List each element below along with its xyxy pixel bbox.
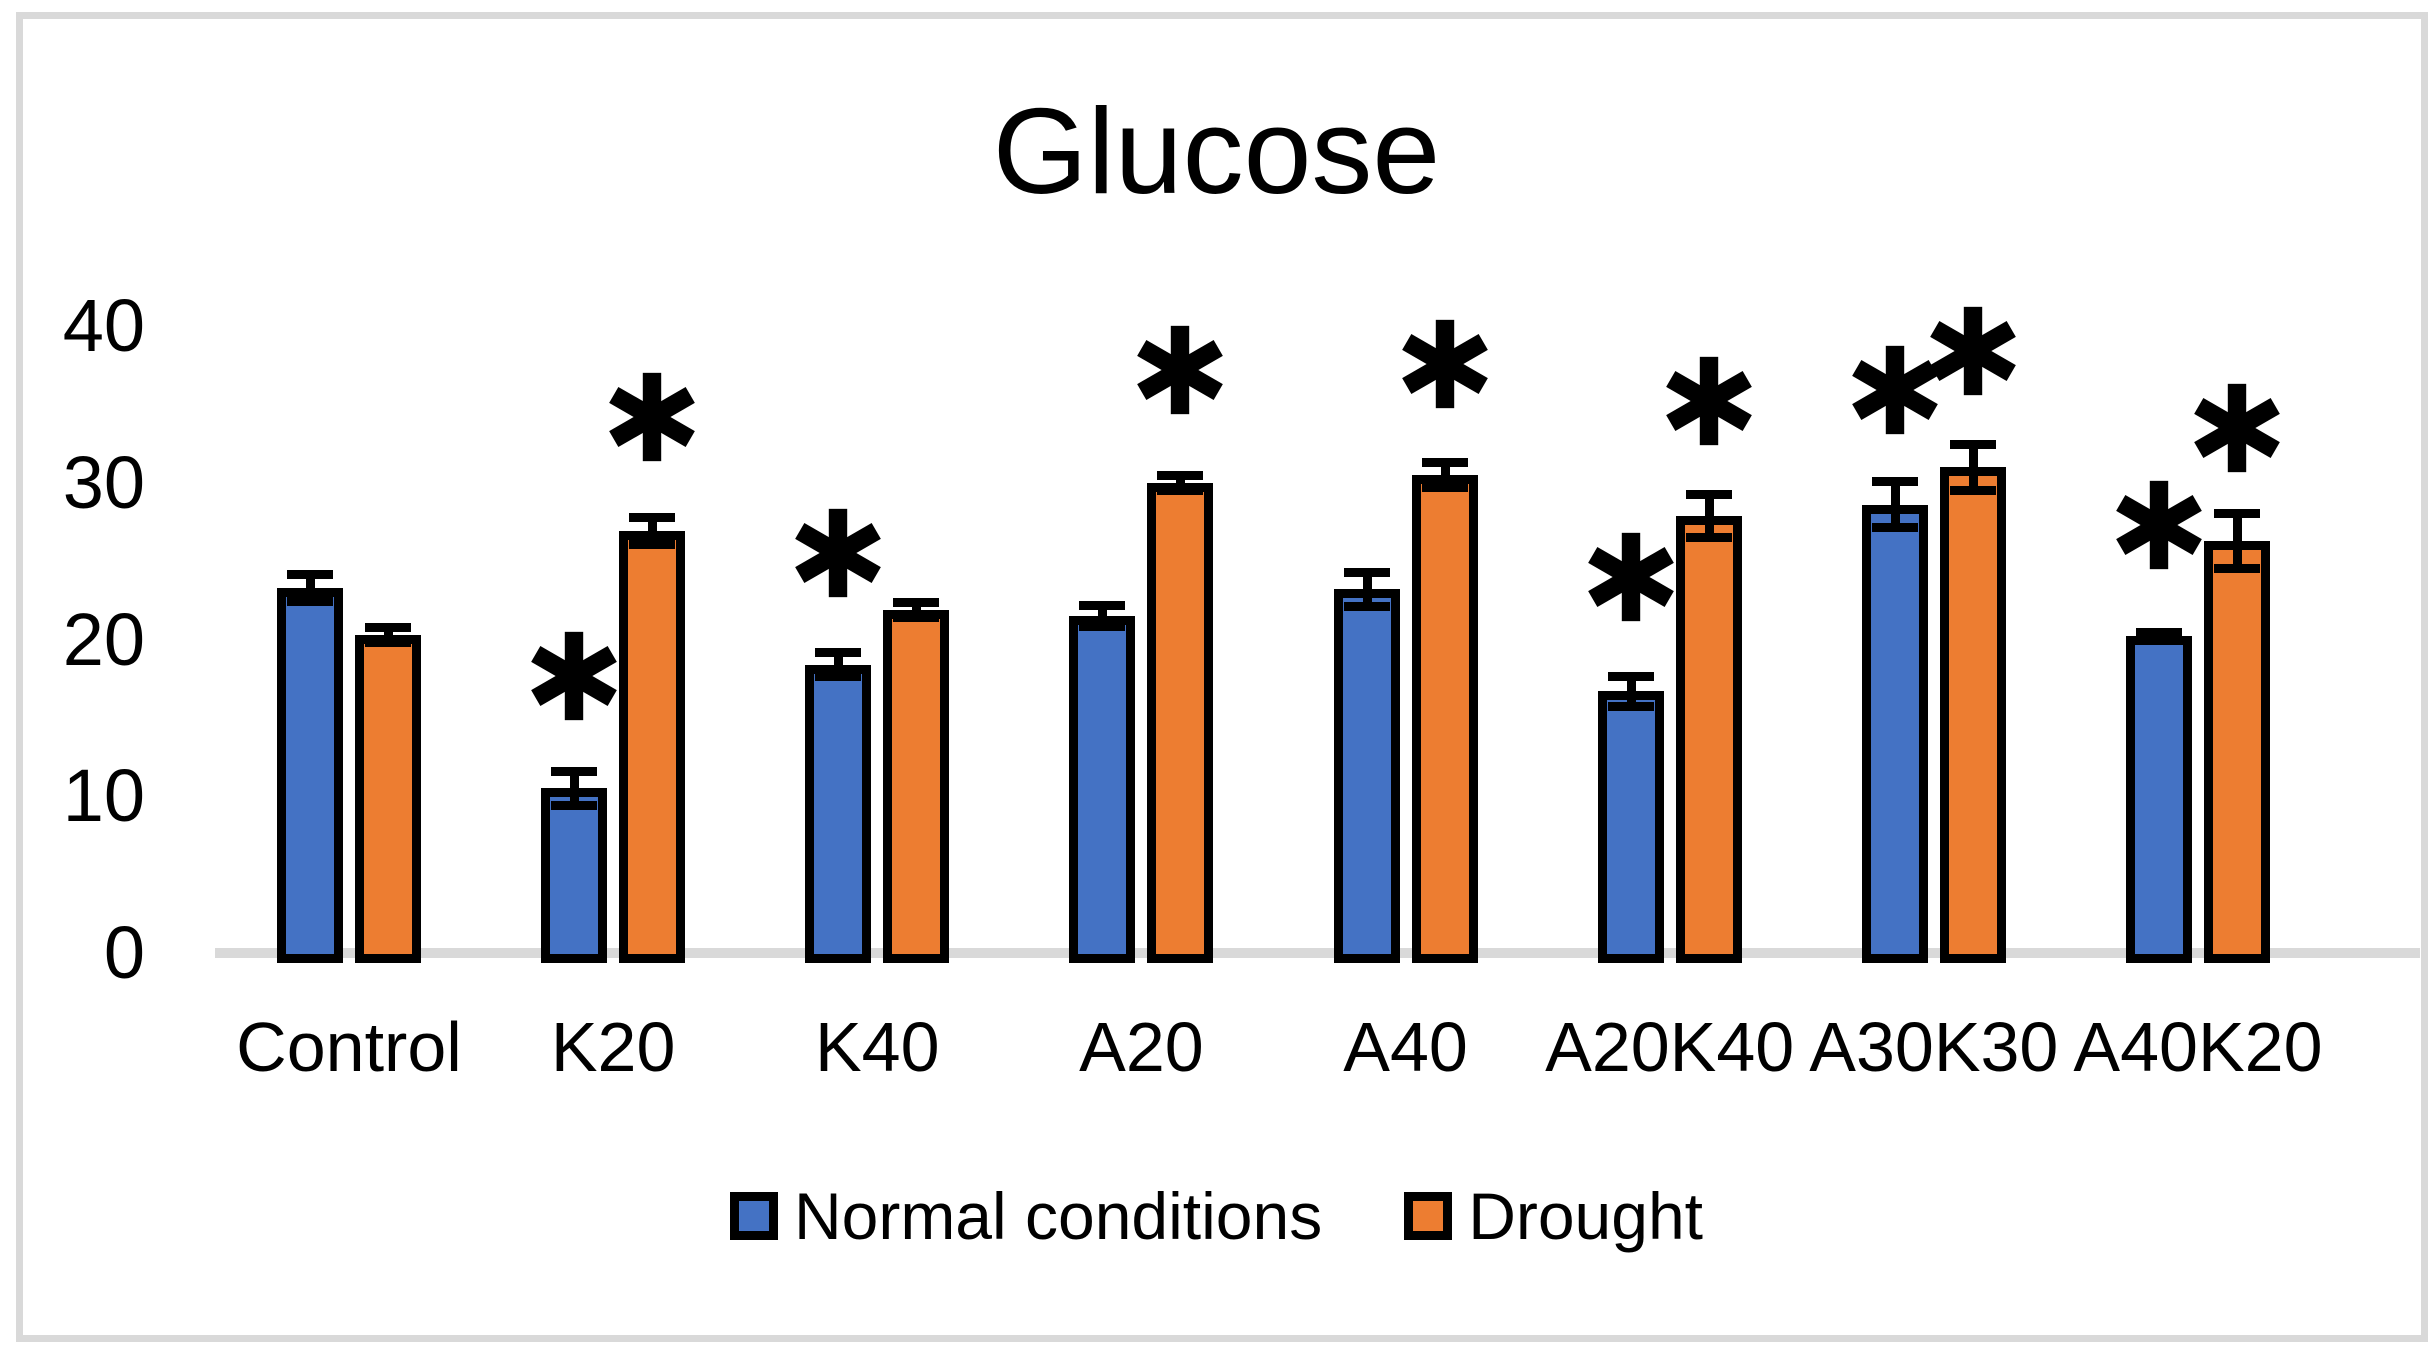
error-bar-cap-bottom: [2135, 636, 2182, 646]
legend-item-normal: Normal conditions: [729, 1179, 1323, 1253]
error-bar-cap-top: [2213, 508, 2260, 518]
legend-swatch-normal-conditions: [729, 1192, 778, 1240]
error-bar-cap-top: [815, 648, 862, 658]
bar-drought-control: [355, 634, 421, 963]
bar-normal-conditions-control: [277, 587, 343, 963]
significance-asterisk: [609, 372, 695, 462]
y-axis-tick-label: 10: [62, 754, 145, 838]
bar-drought-k40: [883, 609, 950, 963]
error-bar-cap-bottom: [1421, 483, 1468, 493]
bar-normal-conditions-k20: [541, 788, 608, 963]
bar-normal-conditions-a20k40: [1597, 691, 1664, 963]
error-bar-cap-top: [551, 767, 598, 777]
x-axis-label-k40: K40: [814, 1008, 940, 1086]
error-bar-cap-bottom: [2213, 563, 2260, 573]
significance-asterisk: [795, 509, 882, 598]
error-bar-cap-bottom: [1343, 601, 1390, 611]
error-bar-cap-top: [287, 569, 333, 579]
error-bar-cap-top: [365, 622, 411, 632]
error-bar-line: [1440, 461, 1450, 489]
error-bar-cap-bottom: [287, 596, 333, 606]
legend-label-normal-conditions: Normal conditions: [793, 1179, 1323, 1253]
error-bar-line: [912, 601, 922, 618]
error-bar-cap-bottom: [1079, 621, 1126, 631]
bar-drought-a40: [1411, 474, 1478, 963]
error-bar-cap-bottom: [1685, 532, 1732, 542]
error-bar-cap-top: [1157, 470, 1204, 480]
error-bar-line: [1362, 572, 1372, 607]
error-bar-line: [1968, 443, 1978, 491]
error-bar-cap-top: [1079, 601, 1126, 610]
significance-asterisk: [1401, 319, 1488, 408]
x-axis-label-k20: K20: [550, 1008, 676, 1086]
error-bar-line: [570, 771, 580, 806]
y-axis-tick-label: 20: [62, 597, 145, 681]
x-axis-label-a40k20: A40K20: [2073, 1008, 2323, 1086]
x-axis-label-control: Control: [236, 1008, 462, 1086]
error-bar-cap-bottom: [629, 540, 676, 550]
x-axis-line: [215, 948, 2420, 958]
significance-asterisk: [1851, 346, 1938, 435]
error-bar-cap-top: [1343, 568, 1390, 578]
error-bar-line: [834, 652, 844, 678]
bar-drought-a20k40: [1675, 515, 1742, 963]
significance-asterisk: [1929, 306, 2016, 396]
x-axis-label-a30k30: A30K30: [1809, 1008, 2059, 1086]
error-bar-cap-top: [1421, 457, 1468, 467]
error-bar-cap-bottom: [1949, 485, 1996, 495]
x-axis-label-a20: A20: [1079, 1008, 1204, 1086]
error-bar-cap-bottom: [365, 637, 411, 647]
error-bar-cap-top: [1949, 439, 1996, 449]
bar-normal-conditions-a30k30: [1861, 504, 1928, 963]
error-bar-cap-bottom: [551, 800, 598, 810]
legend-item-drought: Drought: [1404, 1183, 1703, 1249]
significance-asterisk: [2194, 383, 2280, 473]
legend: Normal conditions Drought: [0, 1178, 2433, 1254]
x-axis-label-a20k40: A20K40: [1545, 1008, 1795, 1086]
legend-swatch-drought: [1404, 1192, 1453, 1240]
error-bar-cap-bottom: [893, 612, 940, 622]
error-bar-cap-top: [1607, 671, 1654, 681]
bar-drought-k20: [619, 531, 686, 963]
error-bar-line: [384, 626, 393, 643]
y-axis-tick-label: 40: [62, 284, 145, 367]
bar-drought-a20: [1147, 482, 1214, 963]
error-bar-line: [1176, 474, 1186, 491]
error-bar-line: [1098, 605, 1108, 627]
error-bar-line: [2232, 512, 2242, 569]
error-bar-cap-bottom: [1871, 523, 1918, 533]
significance-asterisk: [1137, 325, 1224, 415]
x-axis-label-a40: A40: [1343, 1008, 1468, 1086]
error-bar-line: [306, 573, 315, 602]
error-bar-cap-top: [1871, 477, 1918, 487]
bar-normal-conditions-a40k20: [2125, 636, 2192, 963]
y-axis-tick-label: 0: [103, 911, 145, 994]
significance-asterisk: [1587, 532, 1674, 621]
error-bar-line: [1704, 493, 1714, 538]
error-bar-cap-top: [893, 597, 940, 607]
error-bar-cap-top: [2135, 627, 2182, 637]
error-bar-cap-bottom: [1607, 701, 1654, 711]
y-axis-tick-label: 30: [62, 440, 145, 524]
significance-asterisk: [531, 631, 617, 720]
error-bar-cap-top: [629, 513, 676, 523]
bar-drought-a40k20: [2203, 540, 2270, 963]
significance-asterisk: [2116, 480, 2202, 570]
bar-drought-a30k30: [1939, 467, 2006, 963]
chart-border: [16, 12, 2428, 1342]
error-bar-line: [1890, 481, 1900, 529]
error-bar-line: [1626, 675, 1636, 707]
bar-normal-conditions-k40: [805, 664, 872, 963]
error-bar-cap-top: [1685, 489, 1732, 499]
chart-title: Glucose: [992, 83, 1441, 219]
error-bar-cap-bottom: [1157, 485, 1204, 495]
error-bar-cap-bottom: [815, 672, 862, 682]
significance-asterisk: [1665, 357, 1752, 446]
bar-normal-conditions-a40: [1333, 589, 1400, 963]
bar-normal-conditions-a20: [1069, 615, 1136, 963]
legend-label-drought: Drought: [1468, 1179, 1704, 1253]
error-bar-line: [648, 517, 658, 546]
